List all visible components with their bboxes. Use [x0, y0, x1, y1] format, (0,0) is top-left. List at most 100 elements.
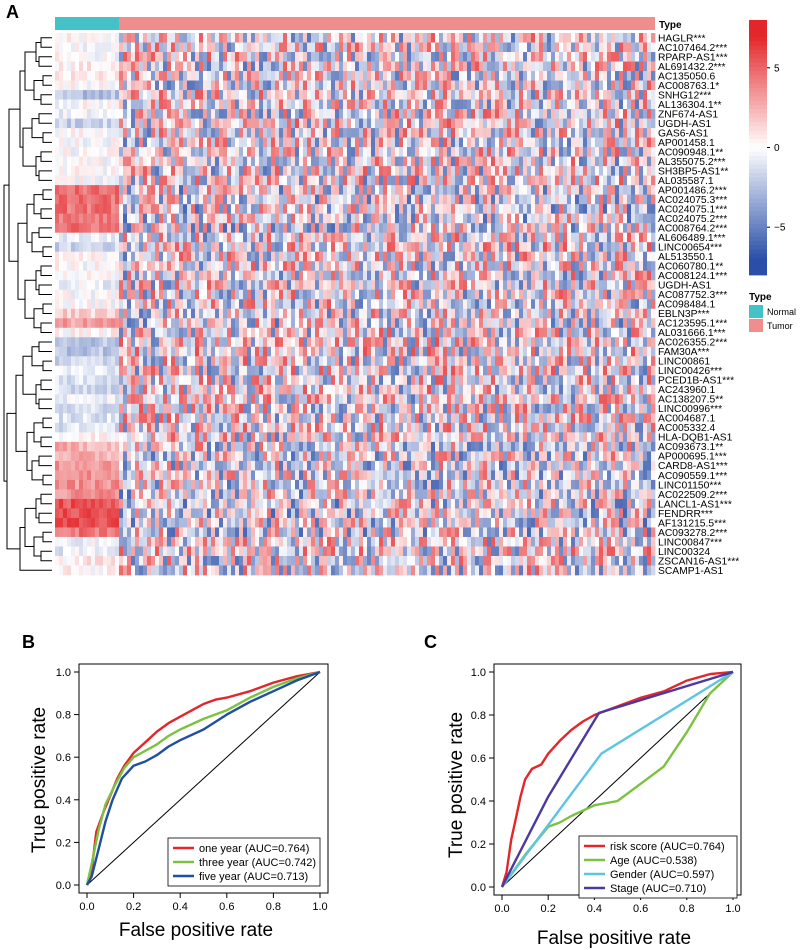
heatmap-cell [563, 261, 568, 272]
heatmap-cell [491, 337, 496, 348]
heatmap-cell [427, 327, 432, 338]
heatmap-cell [219, 52, 224, 62]
heatmap-cell [595, 71, 600, 81]
heatmap-cell [135, 118, 140, 129]
heatmap-cell [447, 270, 452, 281]
heatmap-cell [175, 318, 180, 329]
heatmap-cell [475, 42, 480, 53]
heatmap-cell [263, 80, 268, 91]
heatmap-cell [199, 175, 204, 186]
heatmap-cell [527, 289, 532, 300]
heatmap-cell [55, 223, 60, 234]
heatmap-cell [567, 251, 572, 262]
heatmap-cell [115, 280, 120, 291]
heatmap-cell [187, 147, 192, 157]
heatmap-cell [579, 185, 584, 195]
heatmap-cell [355, 299, 360, 310]
heatmap-cell [343, 33, 348, 43]
heatmap-cell [287, 175, 292, 186]
heatmap-cell [331, 223, 336, 234]
heatmap-cell [431, 318, 436, 329]
heatmap-cell [75, 42, 80, 53]
heatmap-cell [631, 270, 636, 281]
heatmap-cell [163, 147, 168, 157]
heatmap-cell [55, 90, 60, 100]
heatmap-cell [307, 118, 312, 129]
heatmap-cell [607, 137, 612, 148]
heatmap-cell [479, 223, 484, 234]
heatmap-cell [567, 318, 572, 329]
heatmap-cell [323, 318, 328, 329]
heatmap-cell [635, 109, 640, 119]
heatmap-cell [251, 327, 256, 338]
heatmap-cell [531, 194, 536, 205]
heatmap-cell [283, 90, 288, 100]
heatmap-cell [231, 185, 236, 195]
heatmap-cell [619, 251, 624, 262]
heatmap-cell [123, 52, 128, 62]
heatmap-cell [83, 270, 88, 281]
heatmap-cell [163, 109, 168, 119]
heatmap-cell [143, 261, 148, 272]
heatmap-cell [423, 175, 428, 186]
heatmap-cell [547, 99, 552, 110]
heatmap-cell [99, 270, 104, 281]
heatmap-cell [571, 42, 576, 53]
heatmap-cell [419, 185, 424, 195]
heatmap-cell [199, 232, 204, 243]
heatmap-cell [327, 270, 332, 281]
heatmap-cell [375, 118, 380, 129]
heatmap-cell [307, 251, 312, 262]
heatmap-cell [63, 204, 68, 215]
heatmap-cell [295, 194, 300, 205]
heatmap-cell [563, 308, 568, 319]
heatmap-cell [171, 166, 176, 176]
heatmap-cell [495, 251, 500, 262]
heatmap-cell [235, 61, 240, 72]
heatmap-cell [467, 128, 472, 138]
heatmap-cell [91, 42, 96, 53]
heatmap-cell [79, 147, 84, 157]
heatmap-cell [323, 232, 328, 243]
heatmap-cell [107, 251, 112, 262]
heatmap-cell [255, 289, 260, 300]
heatmap-cell [283, 33, 288, 43]
heatmap-cell [287, 270, 292, 281]
heatmap-cell [195, 327, 200, 338]
heatmap-cell [223, 213, 228, 224]
heatmap-cell [55, 204, 60, 215]
heatmap-cell [631, 308, 636, 319]
heatmap-cell [499, 270, 504, 281]
heatmap-cell [219, 166, 224, 176]
heatmap-cell [495, 137, 500, 148]
heatmap-cell [203, 128, 208, 138]
heatmap-cell [495, 166, 500, 176]
heatmap-cell [431, 71, 436, 81]
heatmap-cell [175, 194, 180, 205]
heatmap-cell [639, 109, 644, 119]
heatmap-cell [599, 109, 604, 119]
heatmap-cell [639, 232, 644, 243]
heatmap-cell [503, 251, 508, 262]
heatmap-cell [647, 61, 652, 72]
heatmap-cell [319, 137, 324, 148]
heatmap-cell [587, 175, 592, 186]
heatmap-cell [115, 90, 120, 100]
heatmap-cell [531, 242, 536, 253]
heatmap-cell [423, 261, 428, 272]
heatmap-cell [151, 280, 156, 291]
heatmap-cell [203, 232, 208, 243]
heatmap-cell [103, 337, 108, 348]
heatmap-cell [87, 33, 92, 43]
heatmap-cell [287, 242, 292, 253]
heatmap-cell [179, 327, 184, 338]
heatmap-cell [231, 242, 236, 253]
heatmap-cell [95, 289, 100, 300]
heatmap-cell [603, 204, 608, 215]
heatmap-cell [539, 194, 544, 205]
heatmap-cell [631, 251, 636, 262]
heatmap-cell [299, 337, 304, 348]
heatmap-cell [279, 232, 284, 243]
heatmap-cell [563, 289, 568, 300]
heatmap-cell [127, 90, 132, 100]
